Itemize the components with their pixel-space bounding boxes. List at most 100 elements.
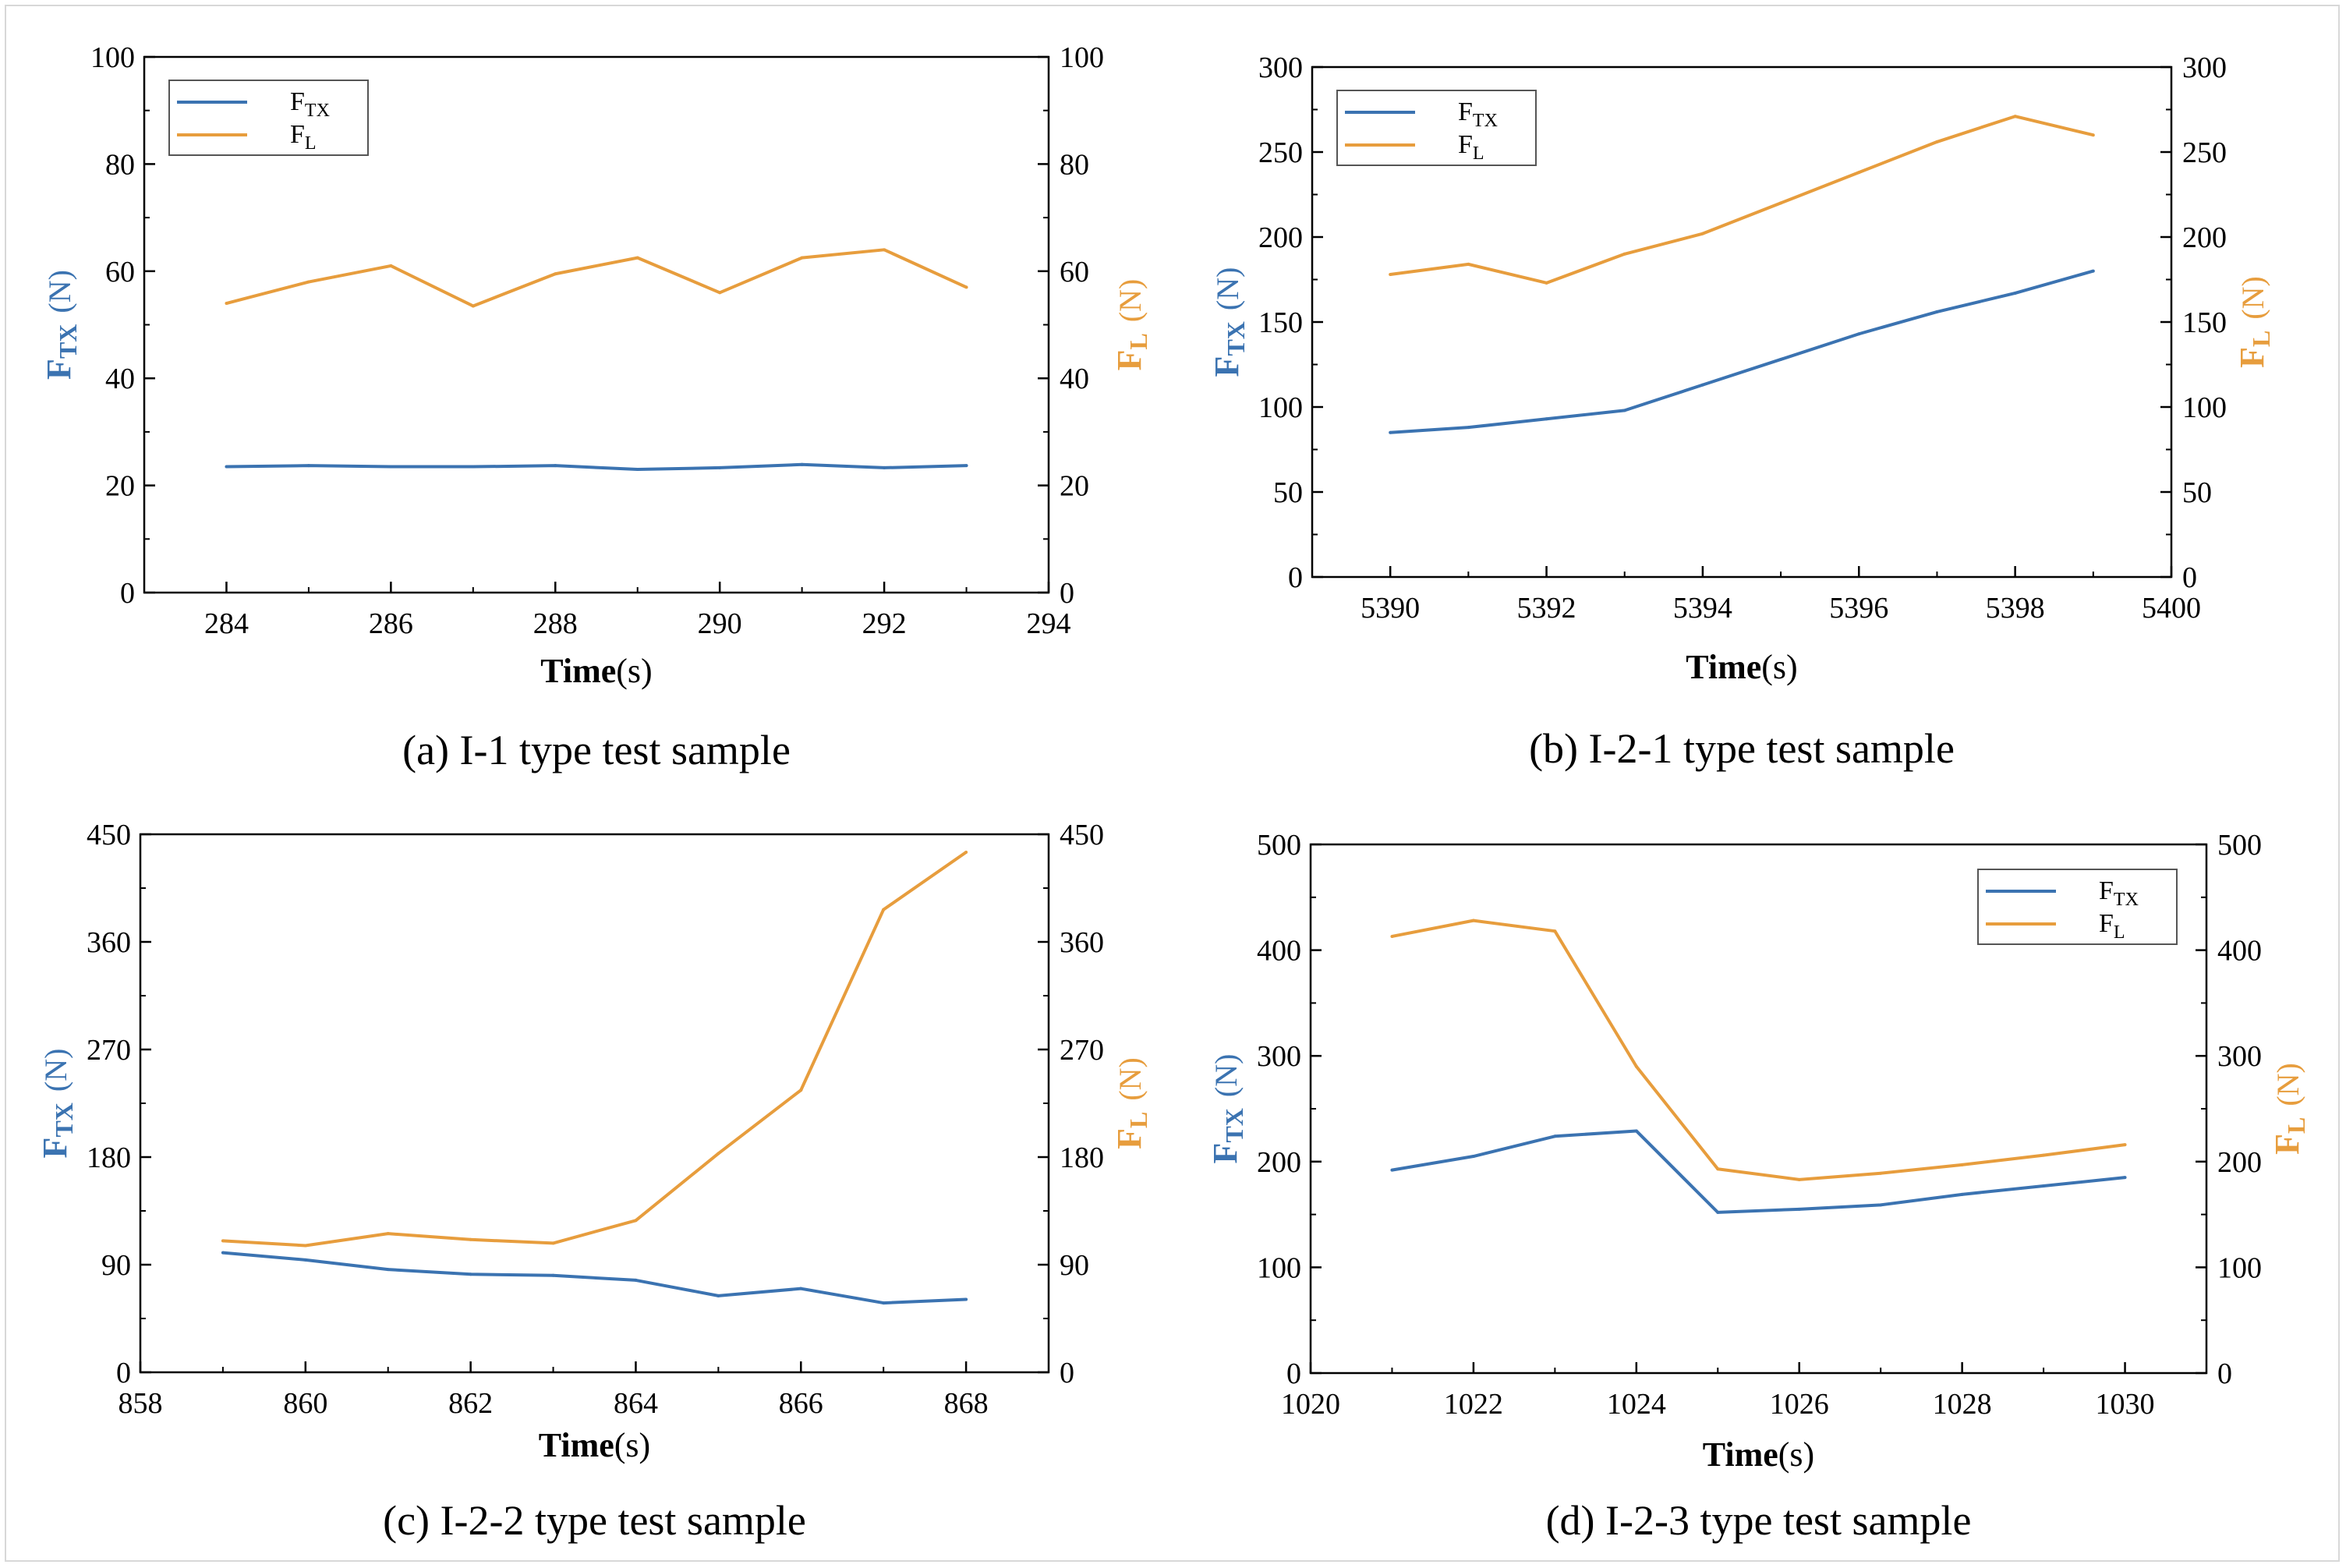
y-right-tick-label: 360	[1060, 926, 1104, 959]
y-left-axis-label: FTX (N)	[1206, 1054, 1248, 1164]
legend-label-sub: L	[305, 133, 317, 154]
x-tick-label: 5394	[1673, 592, 1732, 625]
y-right-tick-label: 0	[1060, 1357, 1074, 1389]
y-left-axis-label: FTX (N)	[1208, 267, 1250, 377]
y-left-tick-label: 300	[1258, 51, 1303, 84]
y-right-label-main: F	[2233, 347, 2271, 368]
y-right-tick-label: 0	[2182, 561, 2197, 594]
data-point-fl	[1879, 1171, 1883, 1175]
y-right-tick-label: 50	[2182, 476, 2212, 509]
x-axis-label-main: Time	[1686, 648, 1761, 686]
series-line-ftx	[1392, 1129, 2125, 1214]
y-right-tick-label: 60	[1060, 256, 1089, 288]
data-point-fl	[471, 304, 475, 308]
legend-box	[1336, 90, 1537, 166]
y-left-label-sub: TX	[50, 1103, 78, 1137]
y-left-tick-label: 360	[87, 926, 131, 959]
data-point-ftx	[1390, 1168, 1394, 1172]
data-point-fl	[1935, 140, 1939, 143]
x-tick-label: 1030	[2096, 1388, 2155, 1421]
x-tick-label: 1026	[1770, 1388, 1829, 1421]
y-right-tick-label: 90	[1060, 1249, 1089, 1282]
data-point-ftx	[799, 1287, 803, 1290]
data-point-ftx	[634, 1278, 638, 1282]
legend-label-main: F	[1458, 97, 1473, 126]
data-point-fl	[551, 1241, 555, 1245]
data-point-fl	[554, 272, 557, 276]
x-axis-label-unit: (s)	[1761, 648, 1797, 686]
series-line-fl	[1392, 919, 2125, 1181]
x-tick-label: 5396	[1829, 592, 1888, 625]
y-right-label-main: F	[1110, 1128, 1148, 1149]
series-line-fl	[222, 851, 968, 1248]
x-axis-label: Time(s)	[1703, 1435, 1814, 1474]
y-left-tick-label: 400	[1257, 935, 1301, 968]
y-left-tick-label: 100	[1258, 391, 1303, 424]
x-axis-label-main: Time	[1703, 1435, 1778, 1474]
y-right-label-unit: (N)	[1113, 1057, 1148, 1101]
legend-label: FL	[290, 120, 317, 154]
legend-box	[1977, 869, 2178, 945]
y-left-tick-label: 200	[1258, 221, 1303, 254]
data-point-ftx	[1960, 1192, 1964, 1196]
chart-panel-1: 284 286 288 290 292 2940204060801000204060801…	[40, 41, 1152, 773]
x-tick-label: 284	[204, 607, 249, 640]
data-point-ftx	[1879, 1203, 1883, 1207]
y-right-axis-label: FL (N)	[2233, 276, 2275, 368]
data-point-fl	[2123, 1143, 2127, 1147]
data-point-ftx	[635, 467, 639, 471]
y-left-tick-label: 0	[116, 1357, 131, 1389]
x-axis-label: Time(s)	[1686, 648, 1797, 686]
y-left-tick-label: 450	[87, 819, 131, 851]
y-left-tick-label: 200	[1257, 1146, 1301, 1179]
x-tick-label: 858	[119, 1387, 163, 1420]
x-tick-label: 290	[698, 607, 742, 640]
y-right-axis-label: FL (N)	[1110, 279, 1152, 371]
legend-label-sub: TX	[305, 101, 330, 121]
x-tick-label: 860	[283, 1387, 327, 1420]
y-left-label-main: F	[36, 1138, 74, 1159]
data-point-fl	[964, 285, 968, 289]
data-point-ftx	[1935, 310, 1939, 313]
y-right-tick-label: 500	[2217, 829, 2262, 862]
y-right-axis-label: FL (N)	[1110, 1057, 1152, 1149]
panel-caption: (a) I-1 type test sample	[402, 727, 791, 773]
data-point-fl	[800, 256, 804, 260]
y-right-tick-label: 200	[2182, 221, 2227, 254]
x-tick-label: 866	[779, 1387, 823, 1420]
y-right-tick-label: 100	[1060, 41, 1104, 74]
x-tick-label: 1028	[1933, 1388, 1992, 1421]
data-point-ftx	[554, 464, 557, 468]
y-left-label-main: F	[1208, 356, 1246, 377]
data-point-fl	[799, 1088, 803, 1092]
x-tick-label: 5392	[1517, 592, 1576, 625]
y-left-tick-label: 150	[1258, 306, 1303, 339]
x-axis-label-main: Time	[540, 652, 616, 690]
panel-caption: (b) I-2-1 type test sample	[1529, 725, 1955, 772]
y-left-tick-label: 50	[1273, 476, 1303, 509]
data-point-ftx	[1389, 430, 1392, 434]
y-right-tick-label: 200	[2217, 1146, 2262, 1179]
y-right-tick-label: 270	[1060, 1034, 1104, 1067]
legend-label-sub: TX	[1473, 111, 1498, 131]
y-right-axis-label: FL (N)	[2268, 1063, 2310, 1155]
data-point-ftx	[717, 1294, 720, 1297]
figure-frame	[5, 5, 2340, 1562]
x-tick-label: 868	[944, 1387, 989, 1420]
data-point-fl	[2013, 115, 2017, 119]
x-axis-label-unit: (s)	[1778, 1435, 1814, 1474]
y-right-label-unit: (N)	[2235, 276, 2270, 320]
y-left-tick-label: 80	[105, 148, 135, 181]
y-right-label-main: F	[1110, 349, 1148, 370]
y-right-tick-label: 0	[2217, 1357, 2232, 1390]
x-tick-label: 1022	[1444, 1388, 1503, 1421]
data-point-ftx	[800, 462, 804, 466]
data-point-ftx	[882, 1301, 886, 1305]
data-point-ftx	[471, 465, 475, 469]
data-point-fl	[1797, 1177, 1801, 1181]
panel-caption: (c) I-2-2 type test sample	[383, 1497, 806, 1544]
